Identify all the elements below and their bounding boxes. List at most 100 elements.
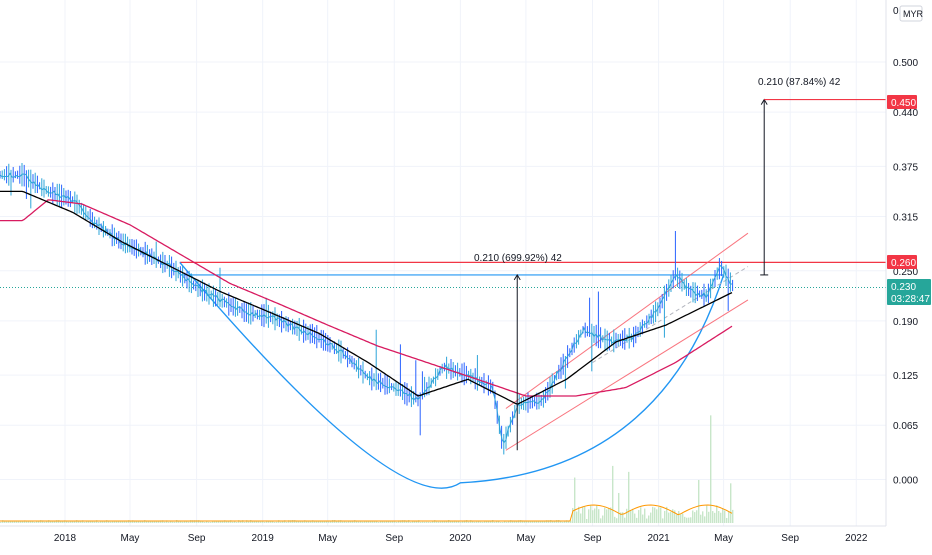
volume-bar	[108, 520, 110, 523]
volume-bar	[64, 520, 66, 523]
volume-bar	[448, 520, 450, 523]
volume-bar	[558, 520, 560, 523]
volume-bar	[302, 520, 304, 523]
volume-bar	[526, 520, 528, 523]
volume-bar	[562, 521, 564, 523]
volume-bar	[128, 520, 130, 523]
volume-bar	[44, 521, 46, 523]
volume-bar	[544, 520, 546, 523]
volume-bar	[348, 521, 350, 523]
volume-bar	[622, 512, 624, 523]
volume-bar	[672, 509, 674, 523]
volume-bar	[228, 521, 230, 523]
volume-bar	[250, 520, 252, 523]
volume-bar	[74, 521, 76, 523]
volume-bar	[496, 521, 498, 523]
volume-bar	[538, 520, 540, 523]
volume-bar	[686, 517, 688, 523]
volume-bar	[78, 520, 80, 523]
volume-bar	[76, 520, 78, 523]
volume-bar	[298, 521, 300, 523]
volume-bar	[614, 516, 616, 523]
volume-bar	[612, 465, 614, 523]
volume-bar	[126, 521, 128, 523]
y-tick-label: 0.000	[893, 476, 918, 487]
volume-bar	[664, 510, 666, 523]
currency-box[interactable]	[899, 5, 923, 22]
last-price-label: 0.230	[891, 282, 916, 293]
volume-bar	[728, 511, 730, 523]
volume-bar	[134, 520, 136, 523]
volume-bar	[680, 514, 682, 523]
volume-bar	[492, 520, 494, 523]
volume-bar	[490, 521, 492, 523]
volume-bar	[136, 520, 138, 523]
volume-bar	[178, 521, 180, 523]
volume-bar	[462, 521, 464, 523]
volume-bar	[68, 521, 70, 523]
volume-bar	[238, 520, 240, 523]
volume-bar	[402, 520, 404, 523]
volume-bar	[14, 520, 16, 523]
volume-bar	[382, 520, 384, 523]
volume-bar	[584, 506, 586, 523]
volume-bar	[510, 520, 512, 523]
volume-bar	[106, 520, 108, 523]
axis-corner	[886, 526, 932, 550]
y-tick-label: 0.065	[893, 421, 918, 432]
volume-bar	[364, 520, 366, 523]
upper-measure-label: 0.210 (87.84%) 42	[758, 77, 841, 88]
price-line	[0, 172, 733, 444]
volume-bar	[192, 520, 194, 523]
volume-bar	[288, 520, 290, 523]
drawing-layer[interactable]	[0, 232, 889, 489]
volume-bar	[566, 520, 568, 523]
volume-bar	[676, 514, 678, 523]
volume-bar	[388, 521, 390, 523]
volume-bar	[176, 520, 178, 523]
volume-bar	[508, 521, 510, 523]
volume-bar	[334, 520, 336, 523]
volume-bar	[422, 521, 424, 523]
x-tick-label: 2021	[647, 533, 670, 544]
volume-bar	[156, 521, 158, 523]
volume-bar	[716, 505, 718, 523]
volume-bar	[258, 521, 260, 523]
volume-bar	[38, 521, 40, 523]
volume-bar	[662, 518, 664, 523]
volume-bar	[674, 510, 676, 523]
volume-bar	[576, 511, 578, 523]
lower-measure-label: 0.210 (699.92%) 42	[474, 253, 562, 264]
volume-bar	[472, 520, 474, 523]
volume-bar	[20, 520, 22, 523]
volume-bar	[244, 521, 246, 523]
volume-bar	[476, 521, 478, 523]
volume-bar	[390, 521, 392, 523]
volume-bar	[286, 521, 288, 523]
volume-bar	[434, 520, 436, 523]
volume-bar	[650, 512, 652, 523]
volume-bar	[338, 520, 340, 523]
volume-bar	[206, 521, 208, 523]
volume-bar	[26, 521, 28, 523]
volume-bar	[326, 521, 328, 523]
volume-bar	[398, 520, 400, 523]
volume-bar	[658, 506, 660, 523]
volume-bar	[432, 520, 434, 523]
volume-bar	[62, 521, 64, 523]
volume-bar	[252, 520, 254, 523]
volume-bar	[652, 506, 654, 523]
x-tick-label: May	[516, 533, 535, 544]
volume-bar	[152, 520, 154, 523]
volume-bar	[700, 514, 702, 523]
volume-bar	[590, 505, 592, 523]
volume-bar	[184, 521, 186, 523]
volume-bar	[706, 505, 708, 523]
time-axis[interactable]	[0, 526, 886, 550]
measure-tools[interactable]	[513, 98, 886, 451]
volume-bar	[224, 520, 226, 523]
volume-bar	[528, 521, 530, 523]
volume-bar	[254, 520, 256, 523]
